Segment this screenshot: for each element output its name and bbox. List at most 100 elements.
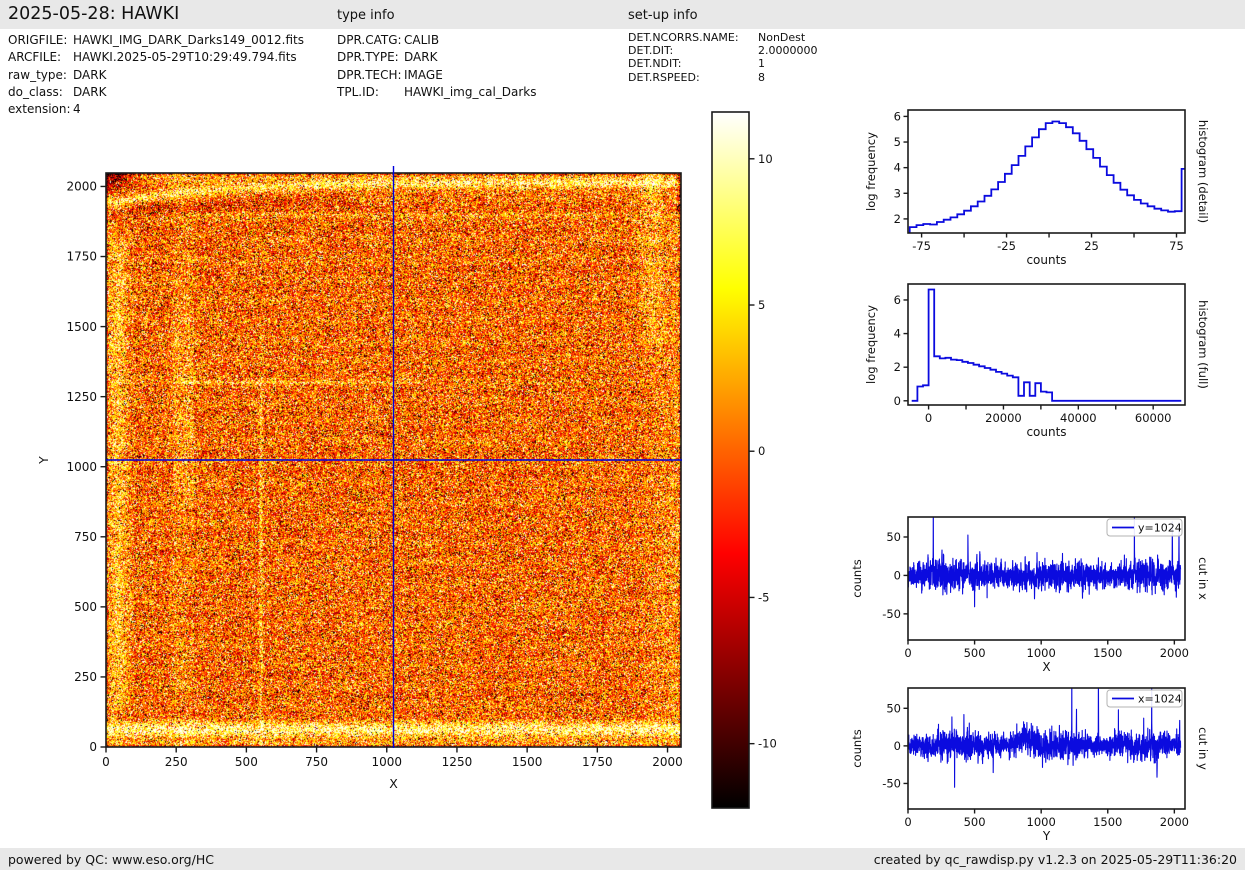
tick-label: 4 bbox=[894, 327, 901, 341]
type-info-heading: type info bbox=[337, 8, 395, 23]
setup-info-list: DET.NCORRS.NAME: NonDest DET.DIT: 2.0000000… bbox=[628, 31, 818, 84]
tick-label: 2 bbox=[894, 212, 901, 226]
info-value: CALIB bbox=[404, 33, 440, 47]
tick-label: 1500 bbox=[512, 755, 543, 769]
y-axis-label: Y bbox=[36, 456, 51, 465]
cut-in-x-series bbox=[908, 517, 1182, 608]
info-row: ORIGFILE: HAWKI_IMG_DARK_Darks149_0012.fi… bbox=[8, 32, 304, 49]
tick-label: 1000 bbox=[371, 755, 402, 769]
info-value: HAWKI.2025-05-29T10:29:49.794.fits bbox=[73, 50, 297, 65]
tick-label: -10 bbox=[758, 737, 777, 751]
info-value: IMAGE bbox=[404, 67, 443, 82]
legend-label: y=1024 bbox=[1138, 522, 1182, 535]
tick-label: 2000 bbox=[652, 755, 683, 769]
tick-label: 1000 bbox=[1027, 815, 1056, 829]
info-row: TPL.ID: HAWKI_img_cal_Darks bbox=[337, 84, 537, 101]
info-label: TPL.ID: bbox=[337, 84, 379, 99]
info-label: DET.NCORRS.NAME: bbox=[628, 31, 739, 44]
panel-side-label: cut in x bbox=[1196, 557, 1210, 600]
tick-label: -75 bbox=[912, 239, 931, 253]
tick-label: 1000 bbox=[66, 460, 97, 474]
footer-bar bbox=[0, 848, 1245, 870]
info-label: DPR.CATG: bbox=[337, 33, 402, 47]
tick-label: 1250 bbox=[66, 390, 97, 404]
tick-label: 500 bbox=[964, 646, 986, 660]
tick-label: 40000 bbox=[1060, 411, 1097, 425]
tick-label: 1500 bbox=[1093, 646, 1122, 660]
tick-label: 750 bbox=[305, 755, 328, 769]
header-bar bbox=[0, 0, 1245, 29]
legend-box bbox=[1106, 689, 1183, 708]
tick-label: -25 bbox=[997, 239, 1016, 253]
setup-info-heading: set-up info bbox=[628, 8, 698, 23]
tick-label: 1500 bbox=[1093, 815, 1122, 829]
footer-right-text: created by qc_rawdisp.py v1.2.3 on 2025-… bbox=[873, 852, 1237, 867]
cut-line bbox=[908, 688, 1182, 788]
tick-label: 1750 bbox=[66, 250, 97, 264]
info-row: do_class: DARK bbox=[8, 84, 304, 101]
info-row: DPR.TECH: IMAGE bbox=[337, 67, 537, 84]
tick-label: 2 bbox=[894, 360, 901, 374]
tick-label: 0 bbox=[904, 815, 911, 829]
tick-label: 50 bbox=[886, 530, 901, 544]
tick-label: 0 bbox=[894, 739, 901, 753]
tick-label: -50 bbox=[882, 776, 901, 790]
histogram-full-series bbox=[911, 288, 1182, 402]
tick-label: 500 bbox=[964, 815, 986, 829]
tick-label: 6 bbox=[894, 109, 901, 123]
histogram-line bbox=[911, 288, 1182, 402]
tick-label: 2000 bbox=[1160, 646, 1189, 660]
tick-label: 25 bbox=[1084, 239, 1099, 253]
tick-label: 60000 bbox=[1135, 411, 1172, 425]
info-row: extension: 4 bbox=[8, 101, 304, 118]
tick-label: 50 bbox=[886, 701, 901, 715]
info-row: DPR.CATG: CALIB bbox=[337, 32, 537, 49]
histogram-detail-series bbox=[908, 120, 1185, 233]
tick-label: 0 bbox=[89, 740, 97, 754]
info-value: DARK bbox=[73, 84, 107, 99]
dark-frame-image bbox=[106, 173, 681, 747]
cut-in-y-frame bbox=[907, 687, 1186, 810]
info-row: DET.NCORRS.NAME: NonDest bbox=[628, 31, 818, 44]
info-label: extension: bbox=[8, 102, 71, 117]
x-axis-label: Y bbox=[1042, 829, 1051, 843]
info-label: DET.RSPEED: bbox=[628, 70, 700, 84]
info-row: DPR.TYPE: DARK bbox=[337, 49, 537, 66]
tick-label: 500 bbox=[74, 600, 97, 614]
histogram-detail-frame bbox=[907, 109, 1186, 234]
tick-label: 750 bbox=[74, 530, 97, 544]
y-axis-label: log frequency bbox=[864, 305, 878, 384]
x-axis-label: counts bbox=[1026, 253, 1066, 267]
y-axis-label: log frequency bbox=[864, 132, 878, 211]
info-value: 8 bbox=[758, 70, 765, 84]
tick-label: 20000 bbox=[985, 411, 1022, 425]
tick-label: 2000 bbox=[66, 180, 97, 194]
panel-side-label: histogram (full) bbox=[1196, 300, 1210, 389]
tick-label: -5 bbox=[758, 590, 769, 604]
x-axis-label: X bbox=[389, 776, 398, 791]
colorbar-gradient bbox=[712, 112, 749, 808]
info-label: raw_type: bbox=[8, 67, 67, 82]
info-label: ORIGFILE: bbox=[8, 33, 68, 47]
info-label: DPR.TECH: bbox=[337, 67, 402, 82]
info-value: DARK bbox=[404, 50, 438, 65]
y-axis-label: counts bbox=[850, 559, 864, 597]
info-row: DET.DIT: 2.0000000 bbox=[628, 44, 818, 57]
x-axis-label: X bbox=[1042, 660, 1050, 674]
info-value: HAWKI_IMG_DARK_Darks149_0012.fits bbox=[73, 33, 304, 47]
info-value: NonDest bbox=[758, 31, 806, 44]
info-label: ARCFILE: bbox=[8, 50, 62, 65]
histogram-line bbox=[908, 120, 1185, 233]
tick-label: 0 bbox=[925, 411, 932, 425]
panel-side-label: histogram (detail) bbox=[1196, 120, 1210, 223]
legend-label: x=1024 bbox=[1138, 693, 1182, 706]
info-label: DPR.TYPE: bbox=[337, 50, 399, 65]
info-value: 1 bbox=[758, 57, 765, 71]
footer-left-text: powered by QC: www.eso.org/HC bbox=[8, 852, 214, 867]
tick-label: 0 bbox=[758, 444, 765, 458]
info-label: DET.DIT: bbox=[628, 44, 674, 58]
tick-label: 0 bbox=[904, 646, 911, 660]
tick-label: 5 bbox=[894, 135, 901, 149]
tick-label: 75 bbox=[1169, 239, 1184, 253]
